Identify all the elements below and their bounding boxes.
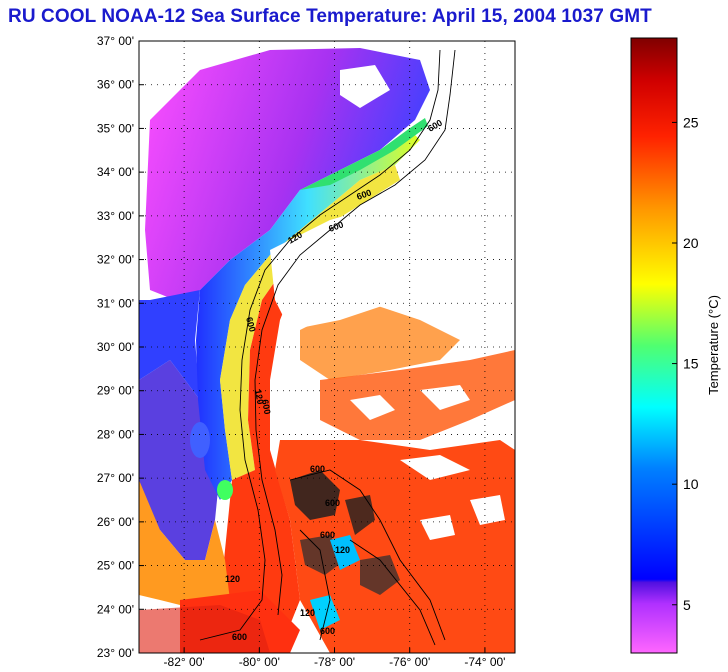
colorbar-tick-label: 5 — [683, 597, 691, 613]
latitude-tick-label: 23° 00' — [97, 646, 134, 660]
latitude-tick-label: 32° 00' — [97, 253, 134, 267]
latitude-tick-label: 29° 00' — [97, 384, 134, 398]
isobath-label: 600 — [310, 464, 325, 474]
longitude-tick-label: -74° 00' — [464, 655, 505, 669]
latitude-tick-label: 36° 00' — [97, 78, 134, 92]
isobath-label: 600 — [260, 399, 272, 416]
latitude-tick-label: 31° 00' — [97, 296, 134, 310]
colorbar-tick-label: 25 — [683, 114, 699, 130]
longitude-axis: -82° 00' -80° 00' -78° 00' -76° 00' -74° 00' — [164, 648, 505, 669]
isobath-label: 120 — [335, 545, 350, 555]
latitude-tick-label: 34° 00' — [97, 165, 134, 179]
latitude-tick-label: 33° 00' — [97, 209, 134, 223]
latitude-axis: 37° 00' 36° 00' 35° 00' 34° 00' 33° 00' 32° 0… — [97, 34, 144, 660]
colorbar-label: Temperature (°C) — [706, 295, 721, 395]
map-graticule — [139, 41, 515, 653]
isobath-label: 600 — [244, 316, 258, 333]
longitude-tick-label: -78° 00' — [314, 655, 355, 669]
longitude-tick-label: -80° 00' — [239, 655, 280, 669]
isobath-label: 120 — [225, 574, 240, 584]
latitude-tick-label: 24° 00' — [97, 602, 134, 616]
isobath-label: 600 — [327, 219, 345, 234]
latitude-tick-label: 37° 00' — [97, 34, 134, 48]
colorbar-tick-label: 15 — [683, 356, 699, 372]
colorbar-ticks: 5 10 15 20 25 — [672, 114, 699, 613]
latitude-tick-label: 27° 00' — [97, 471, 134, 485]
latitude-tick-label: 30° 00' — [97, 340, 134, 354]
colorbar-tick-label: 20 — [683, 235, 699, 251]
isobath-label: 600 — [232, 632, 247, 642]
latitude-tick-label: 28° 00' — [97, 427, 134, 441]
isobath-label: 600 — [325, 498, 340, 508]
colorbar-tick-label: 10 — [683, 476, 699, 492]
isobath-label: 120 — [253, 389, 265, 406]
latitude-tick-label: 26° 00' — [97, 515, 134, 529]
longitude-tick-label: -76° 00' — [389, 655, 430, 669]
isobath-label: 120 — [300, 608, 315, 618]
isobath-label: 600 — [320, 530, 335, 540]
sst-field — [139, 41, 515, 653]
latitude-tick-label: 35° 00' — [97, 121, 134, 135]
isobath-label: 600 — [320, 626, 335, 636]
isobath-contours — [199, 49, 456, 646]
map-title: RU COOL NOAA-12 Sea Surface Temperature:… — [8, 6, 652, 27]
isobath-labels: 6006001206006001206006006001206001206001… — [225, 118, 444, 642]
colorbar — [630, 37, 678, 654]
longitude-tick-label: -82° 00' — [164, 655, 205, 669]
isobath-label: 600 — [355, 187, 373, 202]
latitude-tick-label: 25° 00' — [97, 559, 134, 573]
